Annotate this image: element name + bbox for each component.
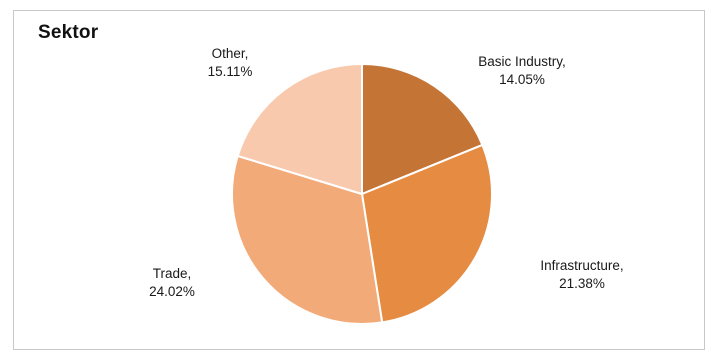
pie-slice-1	[361, 62, 484, 196]
slice-label-4: Other, 15.11%	[208, 46, 253, 79]
slice-label-name: Infrastructure,	[540, 258, 623, 273]
slice-label-name: Basic Industry,	[478, 54, 566, 69]
slice-label-value: 15.11%	[208, 64, 253, 79]
slice-label-value: 14.05%	[499, 72, 545, 87]
slice-label-name: Other,	[212, 46, 249, 61]
chart-title: Sektor	[38, 22, 99, 43]
pie-slice-4	[236, 62, 363, 196]
pie-slice-3	[231, 154, 384, 325]
slice-label-value: 21.38%	[559, 276, 605, 291]
slice-label-name: Trade,	[153, 266, 192, 281]
slice-label-2: Infrastructure, 21.38%	[540, 258, 623, 291]
slice-label-value: 24.02%	[149, 284, 195, 299]
pie-slice-2	[360, 143, 493, 324]
slice-label-3: Trade, 24.02%	[149, 266, 195, 299]
slice-label-1: Basic Industry, 14.05%	[478, 54, 566, 87]
